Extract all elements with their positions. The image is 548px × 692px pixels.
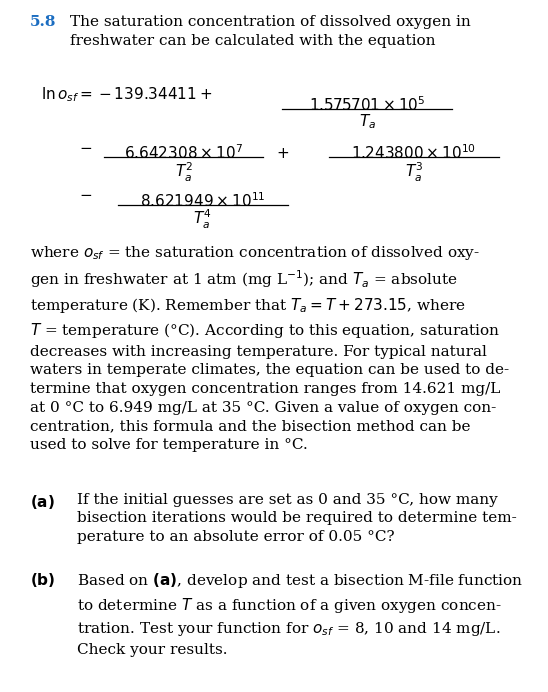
Text: Based on $\mathbf{(a)}$, develop and test a bisection M-file function
to determi: Based on $\mathbf{(a)}$, develop and tes… <box>77 571 523 657</box>
Text: The saturation concentration of dissolved oxygen in
freshwater can be calculated: The saturation concentration of dissolve… <box>70 15 470 48</box>
Text: $\mathbf{(b)}$: $\mathbf{(b)}$ <box>30 571 56 589</box>
Text: $+$: $+$ <box>276 147 289 161</box>
Text: $-$: $-$ <box>79 188 93 201</box>
Text: $T_a$: $T_a$ <box>358 112 376 131</box>
Text: $\mathrm{ln}\,o_{sf} = -139.34411 +$: $\mathrm{ln}\,o_{sf} = -139.34411 +$ <box>41 85 213 104</box>
Text: $T_a^4$: $T_a^4$ <box>193 208 212 232</box>
Text: $T_a^2$: $T_a^2$ <box>174 161 193 184</box>
Text: If the initial guesses are set as 0 and 35 °C, how many
bisection iterations wou: If the initial guesses are set as 0 and … <box>77 493 516 544</box>
Text: $1.575701 \times 10^5$: $1.575701 \times 10^5$ <box>309 95 425 114</box>
Text: $\mathbf{(a)}$: $\mathbf{(a)}$ <box>30 493 55 511</box>
Text: where $o_{sf}$ = the saturation concentration of dissolved oxy-
gen in freshwate: where $o_{sf}$ = the saturation concentr… <box>30 244 509 452</box>
Text: $-$: $-$ <box>79 140 93 154</box>
Text: 5.8: 5.8 <box>30 15 56 29</box>
Text: $T_a^3$: $T_a^3$ <box>404 161 423 184</box>
Text: $1.243800 \times 10^{10}$: $1.243800 \times 10^{10}$ <box>351 143 476 162</box>
Text: $8.621949 \times 10^{11}$: $8.621949 \times 10^{11}$ <box>140 191 266 210</box>
Text: $6.642308 \times 10^7$: $6.642308 \times 10^7$ <box>124 143 243 162</box>
